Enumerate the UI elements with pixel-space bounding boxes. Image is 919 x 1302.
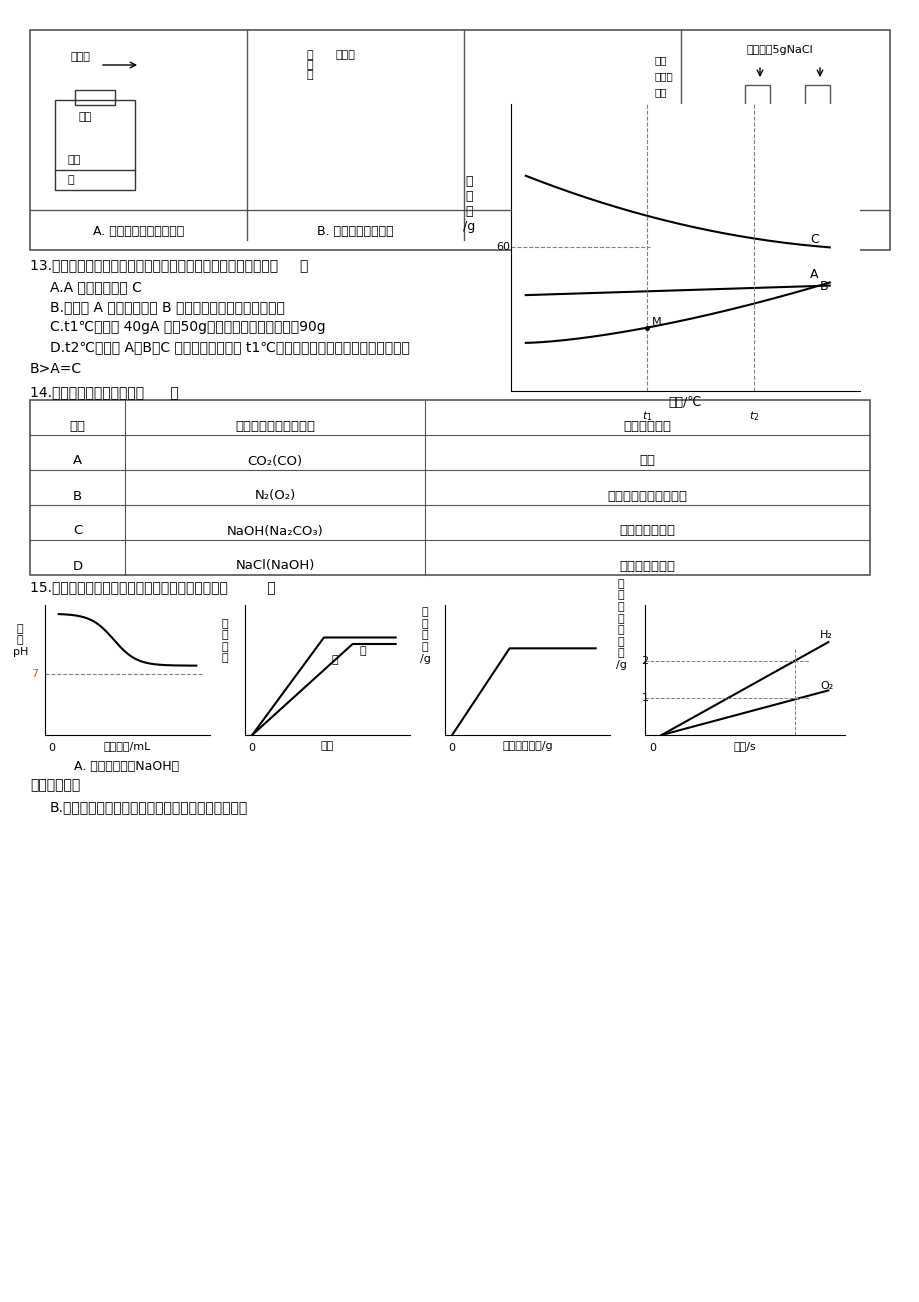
Text: 选项: 选项 — [70, 419, 85, 432]
X-axis label: 时间/s: 时间/s — [732, 741, 755, 750]
Text: A.A 的溶解度大于 C: A.A 的溶解度大于 C — [50, 280, 142, 294]
Text: B>A=C: B>A=C — [30, 362, 82, 376]
Text: D: D — [73, 560, 83, 573]
Text: 蓬松棉: 蓬松棉 — [654, 167, 673, 177]
Text: 0: 0 — [248, 742, 255, 753]
X-axis label: 温度/℃: 温度/℃ — [668, 396, 701, 409]
Text: 0: 0 — [48, 742, 55, 753]
Text: 13.下图是三种常见固体物质的溶解度曲线，下列说法正确的是（     ）: 13.下图是三种常见固体物质的溶解度曲线，下列说法正确的是（ ） — [30, 258, 308, 272]
Text: 纱布: 纱布 — [654, 151, 667, 161]
Text: CO₂(CO): CO₂(CO) — [247, 454, 302, 467]
Text: 液中加水稀释: 液中加水稀释 — [30, 779, 80, 792]
Text: 60℃10ml水: 60℃10ml水 — [788, 198, 845, 208]
Text: 水: 水 — [68, 174, 74, 185]
Text: 碳酸钙: 碳酸钙 — [335, 49, 355, 60]
Text: 0: 0 — [648, 742, 655, 753]
Text: C: C — [810, 233, 818, 246]
Text: NaCl(NaOH): NaCl(NaOH) — [235, 560, 314, 573]
Text: 纱布: 纱布 — [654, 118, 667, 129]
Bar — [75, 90, 115, 105]
Text: D. 探究物质溶解性的影响因素: D. 探究物质溶解性的影响因素 — [731, 225, 838, 238]
Text: 2: 2 — [641, 656, 648, 665]
Text: C. 过滤水: C. 过滤水 — [552, 225, 592, 238]
Text: 除去杂质方法: 除去杂质方法 — [623, 419, 671, 432]
Text: 纱布: 纱布 — [654, 87, 667, 98]
Text: A: A — [810, 268, 818, 281]
Text: 空气: 空气 — [78, 112, 92, 122]
Text: A. 测定空气中氧气的含量: A. 测定空气中氧气的含量 — [93, 225, 184, 238]
Text: 物质（括号内为杂质）: 物质（括号内为杂质） — [234, 419, 314, 432]
X-axis label: 水的体积/mL: 水的体积/mL — [104, 741, 151, 750]
Text: 60: 60 — [496, 242, 510, 253]
Bar — [30, 400, 869, 575]
Text: B. 验证质量守恒定律: B. 验证质量守恒定律 — [317, 225, 393, 238]
Text: 分别加入5gNaCl: 分别加入5gNaCl — [746, 46, 812, 55]
Text: A: A — [73, 454, 82, 467]
Text: $t_2$: $t_2$ — [748, 409, 758, 423]
Text: 1: 1 — [641, 693, 648, 703]
Bar — [744, 85, 769, 185]
Text: 加入适量稀硫酸: 加入适量稀硫酸 — [618, 560, 675, 573]
X-axis label: 时间: 时间 — [321, 741, 334, 750]
Text: N₂(O₂): N₂(O₂) — [254, 490, 295, 503]
Text: 将气体通过灼热的铜网: 将气体通过灼热的铜网 — [607, 490, 686, 503]
Bar — [30, 30, 889, 250]
Y-axis label: 溶
解
度
/g: 溶 解 度 /g — [462, 174, 474, 233]
Text: 小卵石: 小卵石 — [654, 72, 673, 81]
Text: 7: 7 — [31, 669, 38, 680]
Text: B.向等质量，等质量分数的稀盐酸中加入足量铁和锌: B.向等质量，等质量分数的稀盐酸中加入足量铁和锌 — [50, 799, 248, 814]
Text: 酸: 酸 — [306, 70, 313, 79]
Text: 红磷: 红磷 — [68, 155, 81, 165]
Text: 活性炭: 活性炭 — [654, 135, 673, 145]
Text: B: B — [819, 280, 827, 293]
Bar — [805, 150, 828, 184]
X-axis label: 烧碱溶液质量/g: 烧碱溶液质量/g — [502, 741, 552, 750]
Y-axis label: 沉
淀
质
量
/g: 沉 淀 质 量 /g — [419, 607, 430, 664]
Text: C.t1℃时，将 40gA 放入50g水中，得到的溶液质量为90g: C.t1℃时，将 40gA 放入50g水中，得到的溶液质量为90g — [50, 320, 325, 335]
Text: O₂: O₂ — [819, 681, 833, 690]
Text: B.欲除去 A 溶液中少量的 B 物质，常采用降温结晶的方法: B.欲除去 A 溶液中少量的 B 物质，常采用降温结晶的方法 — [50, 299, 285, 314]
Text: 20℃10ml水: 20℃10ml水 — [728, 198, 785, 208]
Text: H₂: H₂ — [819, 630, 832, 641]
Text: 锌: 锌 — [331, 655, 337, 665]
Y-axis label: 生
成
气
体
的
质
量
/g: 生 成 气 体 的 质 量 /g — [615, 579, 626, 671]
Text: 加入适量稀盐酸: 加入适量稀盐酸 — [618, 525, 675, 538]
Text: 15.如图所示的图象能正确反映对应变化关系的是（         ）: 15.如图所示的图象能正确反映对应变化关系的是（ ） — [30, 579, 276, 594]
Text: 石英砂: 石英砂 — [654, 103, 673, 113]
Text: 纱布: 纱布 — [654, 55, 667, 65]
Y-axis label: 溶
液
pH: 溶 液 pH — [13, 624, 28, 658]
Text: 点燃: 点燃 — [639, 454, 654, 467]
Text: 盐: 盐 — [306, 60, 313, 70]
Text: B: B — [73, 490, 82, 503]
Text: NaOH(Na₂CO₃): NaOH(Na₂CO₃) — [226, 525, 323, 538]
Text: 14.下列除杂方法正确的是（      ）: 14.下列除杂方法正确的是（ ） — [30, 385, 178, 398]
Text: 稀: 稀 — [306, 49, 313, 60]
Bar — [804, 85, 829, 185]
Text: D.t2℃时，将 A、B、C 的饱和溶液降温至 t1℃，所得溶液的溶质量分数大小顺序为: D.t2℃时，将 A、B、C 的饱和溶液降温至 t1℃，所得溶液的溶质量分数大小… — [50, 340, 410, 354]
Text: C: C — [73, 525, 82, 538]
Text: A. 向一定浓度的NaOH溶: A. 向一定浓度的NaOH溶 — [74, 760, 179, 773]
Bar — [55, 100, 135, 190]
Text: $t_1$: $t_1$ — [641, 409, 652, 423]
Text: 0: 0 — [448, 742, 455, 753]
Text: M: M — [652, 318, 661, 327]
Text: 铁: 铁 — [359, 646, 366, 656]
Y-axis label: 氢
气
质
量: 氢 气 质 量 — [221, 618, 228, 664]
Bar — [745, 130, 768, 184]
Text: 弹簧夹: 弹簧夹 — [70, 52, 90, 62]
